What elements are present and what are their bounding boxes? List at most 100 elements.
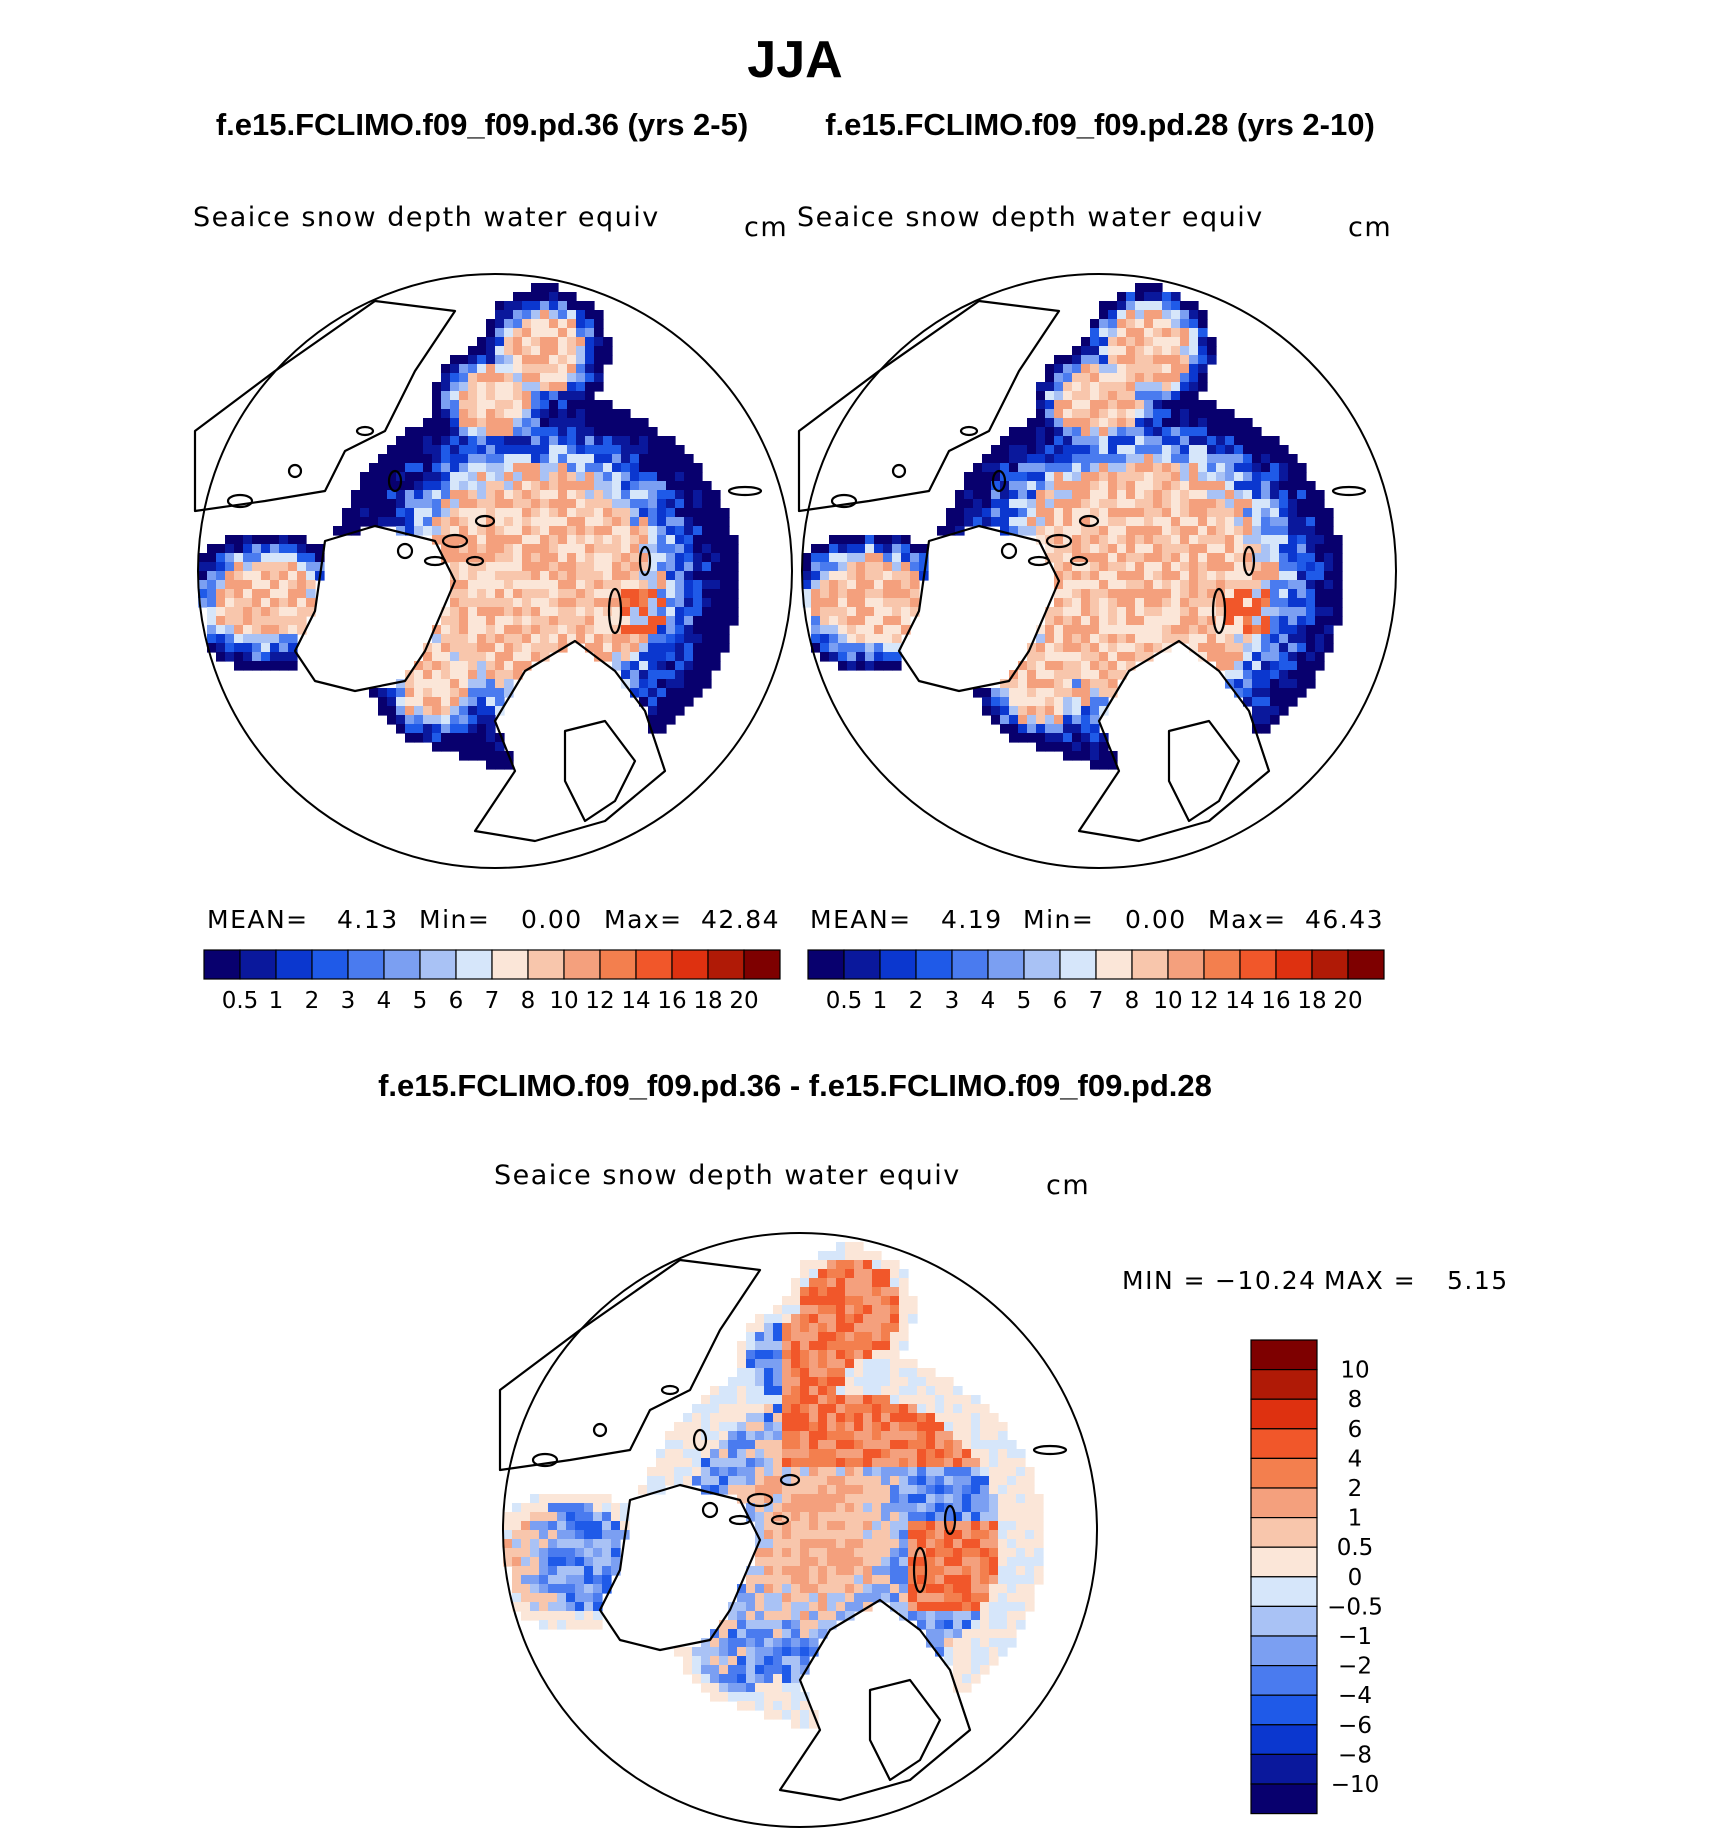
case2-max-value: 46.43 [1305, 905, 1385, 934]
island-outline [770, 1514, 790, 1526]
diff-colorbar-box [1250, 1487, 1318, 1519]
case1-units-label: cm [744, 212, 789, 243]
case2-colorbar-box [1059, 949, 1097, 980]
diff-header: f.e15.FCLIMO.f09_f09.pd.36 - f.e15.FCLIM… [378, 1068, 1212, 1103]
diff-colorbar-tick-label: −1 [1338, 1624, 1372, 1650]
coastline [193, 299, 457, 513]
case2-colorbar-box [951, 949, 989, 980]
case1-colorbar-tick-label: 3 [341, 988, 356, 1014]
map-boundary-circle [502, 1232, 1098, 1828]
case2-colorbar-box [1311, 949, 1349, 980]
case1-colorbar-tick-label: 4 [377, 988, 392, 1014]
case1-colorbar-box [347, 949, 385, 980]
island-outline [1000, 542, 1018, 560]
diff-colorbar-tick-label: 0 [1348, 1565, 1363, 1591]
island-outline [465, 555, 485, 567]
case1-min-value: 0.00 [521, 905, 583, 934]
case2-colorbar-tick-label: 5 [1017, 988, 1032, 1014]
island-outline [991, 469, 1007, 493]
case2-colorbar-box [1239, 949, 1277, 980]
diff-colorbar-box [1250, 1783, 1318, 1815]
case2-header: f.e15.FCLIMO.f09_f09.pd.28 (yrs 2-10) [825, 107, 1375, 142]
diff-colorbar-tick-label: 8 [1348, 1387, 1363, 1413]
diff-colorbar-box [1250, 1457, 1318, 1489]
case1-colorbar-box [203, 949, 241, 980]
island-outline [638, 545, 652, 577]
case2-colorbar-tick-label: 18 [1297, 988, 1326, 1014]
case1-min-label: Min= [419, 905, 491, 934]
coastline [797, 299, 1061, 513]
map-boundary-circle [801, 273, 1397, 869]
diff-colorbar-box [1250, 1398, 1318, 1430]
case2-colorbar-tick-label: 10 [1153, 988, 1182, 1014]
island-outline [660, 1384, 680, 1396]
case2-variable-label: Seaice snow depth water equiv [797, 202, 1264, 233]
diff-colorbar-tick-label: 0.5 [1337, 1535, 1374, 1561]
case2-colorbar-box [1167, 949, 1205, 980]
case2-colorbar-tick-label: 3 [945, 988, 960, 1014]
case1-colorbar-box [383, 949, 421, 980]
case2-mean-label: MEAN= [810, 905, 912, 934]
diff-min-label: MIN = [1122, 1266, 1207, 1295]
case2-colorbar-box [843, 949, 881, 980]
case1-colorbar-tick-label: 1 [269, 988, 284, 1014]
case2-min-value: 0.00 [1125, 905, 1187, 934]
coastline [1167, 719, 1241, 823]
island-outline [355, 425, 375, 437]
coastline [563, 719, 637, 823]
island-outline [1045, 533, 1073, 549]
island-outline [727, 485, 763, 497]
case2-colorbar: 0.5 1 2 3 4 5 6 7 8 10 12 14 16 18 20 [807, 949, 1385, 1014]
case1-colorbar-box [239, 949, 277, 980]
diff-polar-map [498, 1232, 1098, 1828]
coastline [293, 524, 457, 693]
island-outline [423, 555, 447, 567]
case2-colorbar-box [807, 949, 845, 980]
case1-colorbar-box [671, 949, 709, 980]
diff-max-label: MAX = [1324, 1266, 1417, 1295]
diff-colorbar-box [1250, 1605, 1318, 1637]
case1-colorbar-tick-label: 20 [729, 988, 758, 1014]
case2-colorbar-box [1131, 949, 1169, 980]
coastline [598, 1483, 762, 1652]
island-outline [1331, 485, 1367, 497]
island-outline [701, 1501, 719, 1519]
case1-colorbar-tick-label: 2 [305, 988, 320, 1014]
map-field [503, 1242, 1044, 1729]
case1-colorbar-tick-label: 10 [549, 988, 578, 1014]
case2-colorbar-tick-label: 16 [1261, 988, 1290, 1014]
map-field [802, 283, 1343, 770]
case1-colorbar-tick-label: 18 [693, 988, 722, 1014]
case1-colorbar-box [743, 949, 781, 980]
island-outline [1242, 545, 1256, 577]
map-boundary-circle [197, 273, 793, 869]
case2-max-label: Max= [1208, 905, 1287, 934]
case1-max-label: Max= [604, 905, 683, 934]
diff-colorbar-tick-label: −6 [1338, 1713, 1372, 1739]
case2-colorbar-tick-label: 20 [1333, 988, 1362, 1014]
case1-mean-label: MEAN= [207, 905, 309, 934]
case2-min-label: Min= [1023, 905, 1095, 934]
diff-colorbar-tick-label: −8 [1338, 1742, 1372, 1768]
case1-colorbar-box [455, 949, 493, 980]
island-outline [592, 1422, 608, 1438]
case2-colorbar-tick-label: 7 [1089, 988, 1104, 1014]
coastline [897, 524, 1061, 693]
case2-colorbar-box [1023, 949, 1061, 980]
case1-colorbar-box [419, 949, 457, 980]
diff-colorbar-box [1250, 1753, 1318, 1785]
island-outline [387, 469, 403, 493]
case2-colorbar-box [1203, 949, 1241, 980]
case1-colorbar-tick-label: 0.5 [222, 988, 259, 1014]
coastline [473, 639, 667, 843]
island-outline [1032, 1444, 1068, 1456]
island-outline [891, 463, 907, 479]
island-outline [607, 587, 623, 635]
case1-colorbar-box [527, 949, 565, 980]
diff-colorbar-box [1250, 1428, 1318, 1460]
diff-max-value: 5.15 [1447, 1266, 1509, 1295]
island-outline [441, 533, 469, 549]
diff-colorbar-tick-label: 6 [1348, 1417, 1363, 1443]
diff-colorbar-tick-label: 10 [1340, 1358, 1369, 1384]
island-outline [287, 463, 303, 479]
